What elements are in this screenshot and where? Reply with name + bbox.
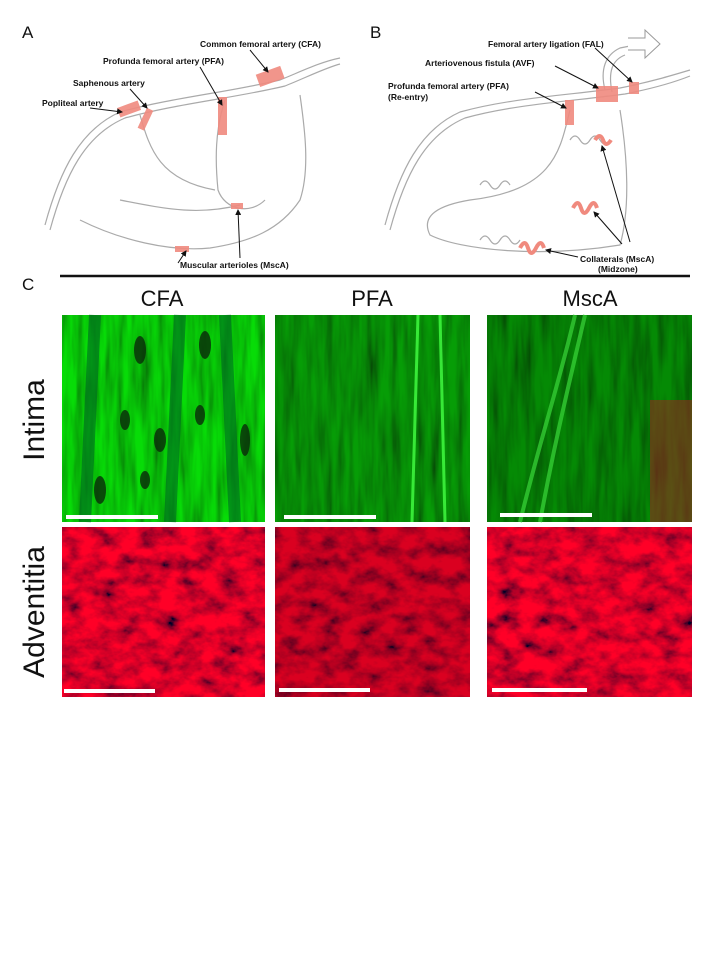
column-label: CFA	[141, 286, 184, 311]
label: Muscular arterioles (MscA)	[180, 260, 289, 270]
panel-a: A Common femoral artery (CFA) Profunda f…	[22, 23, 341, 270]
label: Collaterals (MscA)	[580, 254, 654, 264]
image-msca-adventitia	[487, 527, 692, 697]
label: Arteriovenous fistula (AVF)	[425, 58, 535, 68]
panel-letter: B	[370, 23, 381, 42]
label: Popliteal artery	[42, 98, 104, 108]
row-label: Adventitia	[18, 546, 51, 678]
label: Profunda femoral artery (PFA)	[388, 81, 509, 91]
label: (Midzone)	[598, 264, 638, 274]
panel-b: B Femoral artery ligation (FAL) Arteriov…	[370, 23, 691, 274]
row-label: Intima	[18, 379, 51, 461]
image-cfa-intima	[62, 314, 265, 523]
column-label: MscA	[563, 286, 618, 311]
panel-letter: A	[22, 23, 34, 42]
panel-letter: C	[22, 275, 34, 294]
label: Femoral artery ligation (FAL)	[488, 39, 604, 49]
label: (Re-entry)	[388, 92, 428, 102]
label: Saphenous artery	[73, 78, 145, 88]
column-label: PFA	[351, 286, 393, 311]
image-cfa-adventitia	[62, 527, 265, 697]
label: Common femoral artery (CFA)	[200, 39, 321, 49]
panel-c: C CFA PFA MscA Intima Adventitia	[18, 275, 692, 697]
image-pfa-adventitia	[275, 527, 470, 697]
label: Profunda femoral artery (PFA)	[103, 56, 224, 66]
image-pfa-intima	[275, 314, 470, 523]
image-msca-intima	[487, 314, 692, 523]
